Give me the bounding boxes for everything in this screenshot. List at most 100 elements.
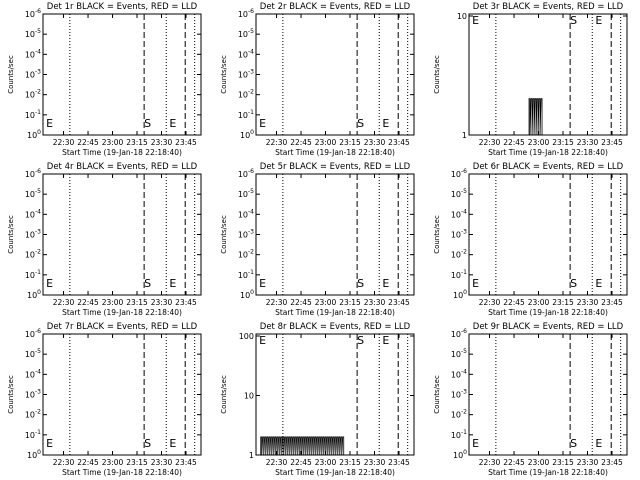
x-tick-label: 23:00 — [315, 138, 337, 147]
x-tick-label: 23:15 — [552, 138, 574, 147]
y-tick-label: 10-5 — [25, 348, 41, 359]
marker-e: E — [472, 14, 479, 27]
y-tick-label: 10-5 — [25, 188, 41, 199]
marker-e: E — [595, 14, 602, 27]
x-axis-label: Start Time (19-Jan-18 22:18:40) — [62, 308, 182, 317]
plot-frame — [468, 13, 628, 136]
y-tick-label: 1 — [249, 451, 254, 460]
y-tick-label: 10-6 — [238, 168, 254, 179]
y-tick-label: 10-1 — [238, 109, 254, 120]
x-tick-label: 23:00 — [315, 298, 337, 307]
x-tick-label: 23:30 — [577, 298, 599, 307]
x-tick-label: 23:15 — [339, 138, 361, 147]
x-tick-label: 23:00 — [528, 138, 550, 147]
y-tick-label: 10-1 — [238, 269, 254, 280]
y-tick-label: 10-2 — [25, 249, 41, 260]
x-axis-label: Start Time (19-Jan-18 22:18:40) — [275, 468, 395, 477]
x-tick-label: 22:45 — [503, 458, 525, 467]
x-axis-label: Start Time (19-Jan-18 22:18:40) — [488, 468, 608, 477]
y-tick-label: 10-4 — [25, 208, 41, 219]
panel-title: Det 9r BLACK = Events, RED = LLD — [473, 322, 624, 332]
y-axis-label: Counts/sec — [220, 55, 228, 94]
x-tick-label: 22:45 — [290, 298, 312, 307]
y-tick-label: 10-1 — [25, 429, 41, 440]
x-tick-label: 23:30 — [151, 138, 173, 147]
x-tick-label: 23:45 — [601, 138, 623, 147]
marker-e: E — [472, 277, 479, 290]
x-tick-label: 23:45 — [601, 298, 623, 307]
y-tick-label: 10-6 — [25, 168, 41, 179]
marker-s: S — [570, 437, 577, 450]
marker-e: E — [472, 437, 479, 450]
marker-e: E — [169, 437, 176, 450]
y-axis-label: Counts/sec — [433, 375, 441, 414]
x-tick-label: 23:45 — [601, 458, 623, 467]
panel-title: Det 8r BLACK = Events, RED = LLD — [260, 322, 411, 332]
panel-title: Det 4r BLACK = Events, RED = LLD — [47, 162, 198, 172]
marker-e: E — [169, 277, 176, 290]
y-tick-label: 10-1 — [451, 429, 467, 440]
x-tick-label: 23:15 — [126, 298, 148, 307]
x-tick-label: 23:00 — [528, 298, 550, 307]
y-tick-label: 10-1 — [25, 109, 41, 120]
x-tick-label: 22:45 — [290, 458, 312, 467]
y-tick-label: 10-4 — [238, 208, 254, 219]
y-tick-label: 10-6 — [25, 8, 41, 19]
y-tick-label: 100 — [27, 129, 41, 140]
y-tick-label: 100 — [239, 332, 254, 341]
x-tick-label: 23:00 — [102, 138, 124, 147]
x-tick-label: 22:45 — [290, 138, 312, 147]
x-tick-label: 23:00 — [102, 458, 124, 467]
events-series — [260, 436, 345, 456]
x-tick-label: 23:30 — [151, 298, 173, 307]
x-tick-label: 23:00 — [315, 458, 337, 467]
y-tick-label: 10-4 — [25, 48, 41, 59]
marker-e: E — [259, 334, 266, 347]
panel-title: Det 7r BLACK = Events, RED = LLD — [47, 322, 198, 332]
x-tick-label: 22:30 — [266, 458, 288, 467]
x-tick-label: 23:45 — [388, 458, 410, 467]
y-tick-label: 10-4 — [451, 208, 467, 219]
marker-e: E — [46, 117, 53, 130]
y-tick-label: 10-4 — [451, 368, 467, 379]
y-axis-label: Counts/sec — [220, 375, 228, 414]
x-tick-label: 22:30 — [479, 138, 501, 147]
y-tick-label: 100 — [27, 289, 41, 300]
x-tick-label: 23:30 — [577, 458, 599, 467]
y-axis-label: Counts/sec — [7, 55, 15, 94]
x-tick-label: 23:45 — [175, 298, 197, 307]
y-tick-label: 1 — [462, 131, 467, 140]
marker-s: S — [144, 117, 151, 130]
y-tick-label: 10-5 — [451, 188, 467, 199]
y-tick-label: 10-5 — [238, 188, 254, 199]
marker-e: E — [595, 437, 602, 450]
plot-frame — [42, 13, 202, 136]
x-tick-label: 23:15 — [552, 458, 574, 467]
marker-s: S — [570, 277, 577, 290]
x-tick-label: 23:45 — [388, 138, 410, 147]
plot-frame — [468, 333, 628, 456]
x-tick-label: 22:45 — [503, 138, 525, 147]
detector-panel-3: Det 3r BLACK = Events, RED = LLD 1 10 Count… — [433, 2, 628, 157]
y-tick-label: 10-3 — [25, 69, 41, 80]
x-tick-label: 23:15 — [126, 458, 148, 467]
marker-e: E — [46, 437, 53, 450]
y-tick-label: 100 — [240, 289, 254, 300]
x-tick-label: 23:15 — [552, 298, 574, 307]
plot-frame — [255, 13, 415, 136]
marker-s: S — [357, 117, 364, 130]
marker-e: E — [595, 277, 602, 290]
x-tick-label: 22:45 — [77, 138, 99, 147]
plot-frame — [42, 173, 202, 296]
x-tick-label: 23:30 — [364, 458, 386, 467]
y-tick-label: 10-2 — [238, 89, 254, 100]
panel-title: Det 2r BLACK = Events, RED = LLD — [260, 2, 411, 12]
marker-e: E — [46, 277, 53, 290]
y-tick-label: 10-4 — [25, 368, 41, 379]
detector-panel-4: Det 4r BLACK = Events, RED = LLD 100 10-1 1… — [7, 162, 202, 317]
y-tick-label: 100 — [27, 449, 41, 460]
x-tick-label: 23:30 — [364, 298, 386, 307]
x-tick-label: 23:15 — [126, 138, 148, 147]
x-axis-label: Start Time (19-Jan-18 22:18:40) — [488, 308, 608, 317]
